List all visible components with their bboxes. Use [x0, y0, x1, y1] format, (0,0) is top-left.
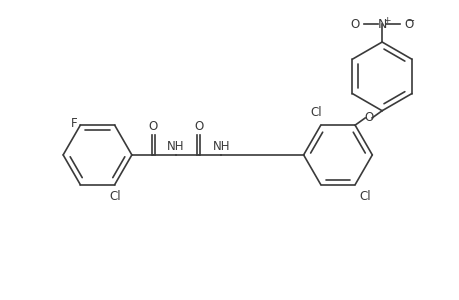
Text: O: O — [363, 111, 372, 124]
Text: NH: NH — [212, 140, 230, 153]
Text: Cl: Cl — [358, 190, 370, 203]
Text: NH: NH — [167, 140, 185, 153]
Text: O: O — [404, 18, 413, 31]
Text: −: − — [406, 16, 414, 26]
Text: Cl: Cl — [309, 106, 321, 119]
Text: O: O — [194, 120, 203, 133]
Text: O: O — [350, 18, 359, 31]
Text: Cl: Cl — [110, 190, 121, 203]
Text: +: + — [382, 16, 389, 25]
Text: F: F — [71, 117, 77, 130]
Text: O: O — [149, 120, 158, 133]
Text: N: N — [377, 18, 386, 31]
